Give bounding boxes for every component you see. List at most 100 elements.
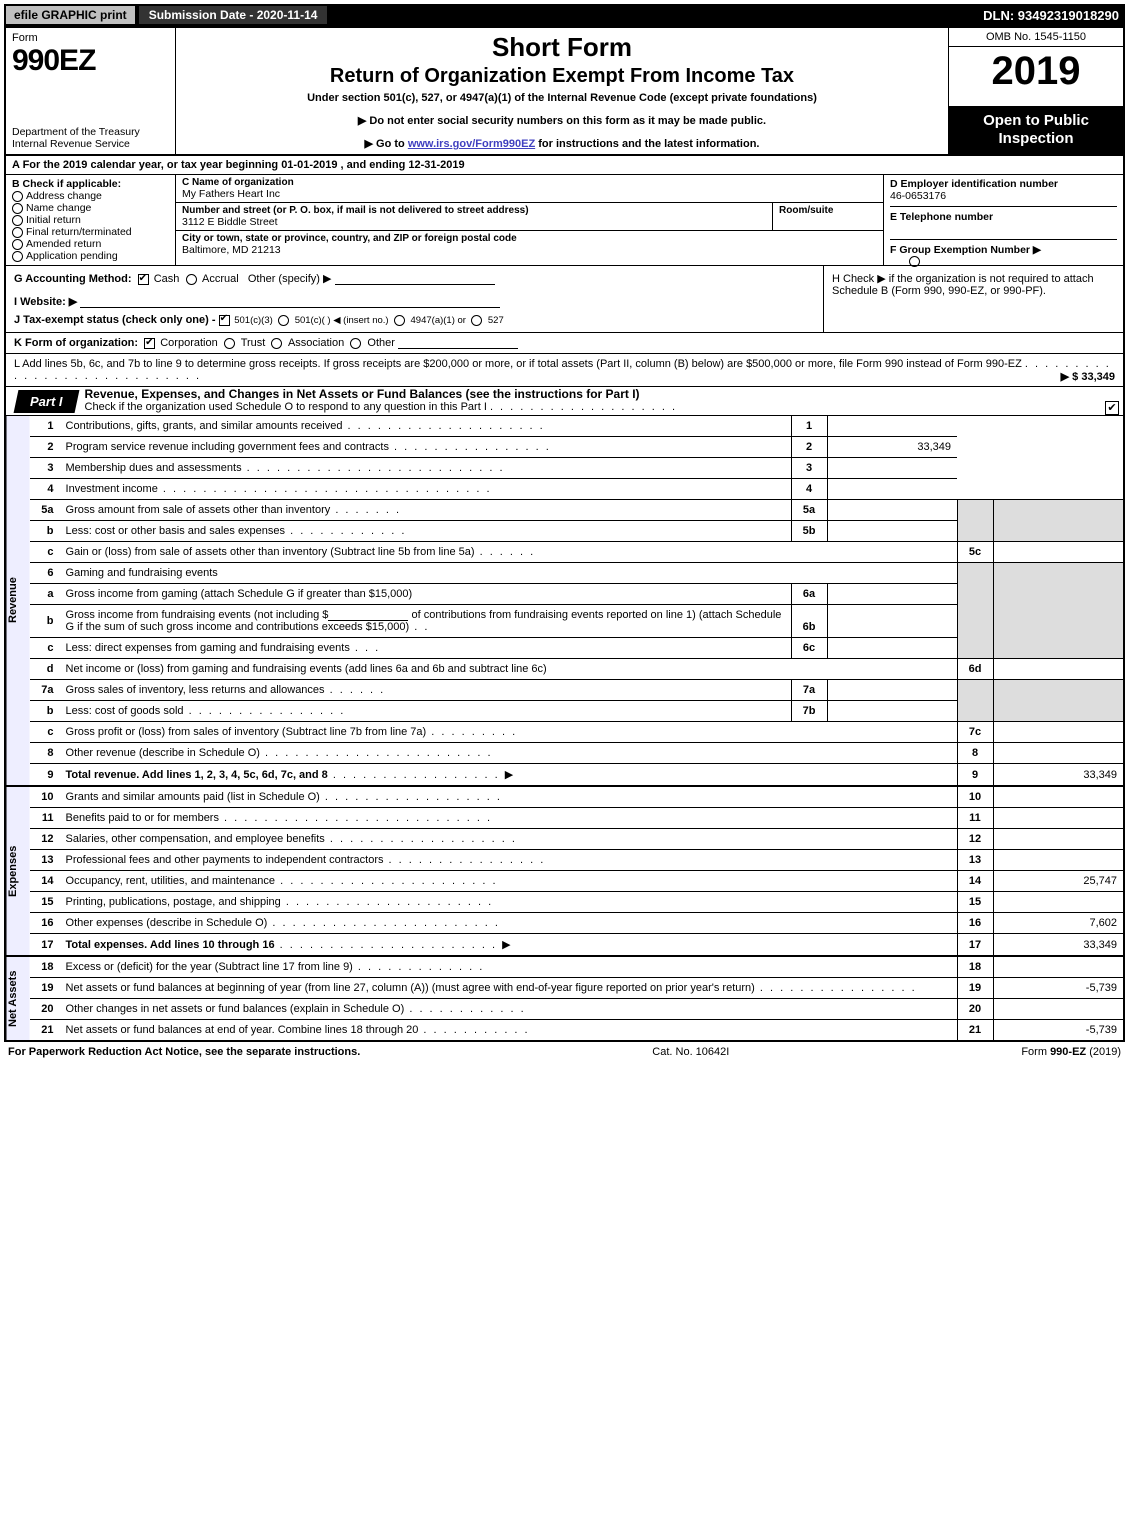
tax-year: 2019 xyxy=(949,47,1123,106)
f-group-label: F Group Exemption Number ▶ xyxy=(890,244,1117,256)
j-527-checkbox[interactable] xyxy=(471,315,482,326)
expenses-side-label: Expenses xyxy=(6,787,30,955)
line-6: 6 Gaming and fundraising events xyxy=(30,563,1123,584)
irs-link[interactable]: www.irs.gov/Form990EZ xyxy=(408,138,535,150)
line-19: 19Net assets or fund balances at beginni… xyxy=(30,978,1123,999)
k-trust-checkbox[interactable] xyxy=(224,338,235,349)
g-cash-checkbox[interactable] xyxy=(138,274,149,285)
line-a: A For the 2019 calendar year, or tax yea… xyxy=(6,156,1123,175)
line-16: 16Other expenses (describe in Schedule O… xyxy=(30,913,1123,934)
line-11: 11Benefits paid to or for members . . . … xyxy=(30,808,1123,829)
ssn-warning: ▶ Do not enter social security numbers o… xyxy=(184,114,940,127)
b-opt-address[interactable]: Address change xyxy=(12,190,169,202)
line-7a: 7a Gross sales of inventory, less return… xyxy=(30,680,1123,701)
dept-label: Department of the Treasury Internal Reve… xyxy=(12,126,169,150)
form-code: 990EZ xyxy=(12,44,169,78)
form-header: Form 990EZ Department of the Treasury In… xyxy=(6,28,1123,156)
open-inspection-box: Open to Public Inspection xyxy=(949,106,1123,154)
form-container: Form 990EZ Department of the Treasury In… xyxy=(4,26,1125,1042)
line-1: 1 Contributions, gifts, grants, and simi… xyxy=(30,416,1123,437)
org-name: My Fathers Heart Inc xyxy=(182,188,877,200)
j-501c-checkbox[interactable] xyxy=(278,315,289,326)
submission-date-label: Submission Date - 2020-11-14 xyxy=(137,4,330,26)
j-4947-checkbox[interactable] xyxy=(394,315,405,326)
line-14: 14Occupancy, rent, utilities, and mainte… xyxy=(30,871,1123,892)
revenue-side-label: Revenue xyxy=(6,416,30,785)
line-20: 20Other changes in net assets or fund ba… xyxy=(30,999,1123,1020)
b-opt-final[interactable]: Final return/terminated xyxy=(12,226,169,238)
footer: For Paperwork Reduction Act Notice, see … xyxy=(4,1042,1125,1058)
line-10: 10Grants and similar amounts paid (list … xyxy=(30,787,1123,808)
j-line: J Tax-exempt status (check only one) - 5… xyxy=(14,314,815,326)
g-accrual-checkbox[interactable] xyxy=(186,274,197,285)
h-line: H Check ▶ if the organization is not req… xyxy=(823,266,1123,332)
short-form-heading: Short Form xyxy=(184,32,940,63)
dln-label: DLN: 93492319018290 xyxy=(977,4,1125,26)
line-6d: d Net income or (loss) from gaming and f… xyxy=(30,659,1123,680)
top-bar: efile GRAPHIC print Submission Date - 20… xyxy=(4,4,1125,26)
part1-title: Revenue, Expenses, and Changes in Net As… xyxy=(85,387,640,401)
b-opt-initial[interactable]: Initial return xyxy=(12,214,169,226)
k-line: K Form of organization: Corporation Trus… xyxy=(6,333,1123,354)
b-opt-name[interactable]: Name change xyxy=(12,202,169,214)
e-tel-label: E Telephone number xyxy=(890,211,1117,223)
section-c: C Name of organization My Fathers Heart … xyxy=(176,175,883,265)
footer-center: Cat. No. 10642I xyxy=(652,1046,729,1058)
line-5a: 5a Gross amount from sale of assets othe… xyxy=(30,500,1123,521)
line-9: 9 Total revenue. Add lines 1, 2, 3, 4, 5… xyxy=(30,764,1123,786)
b-opt-pending[interactable]: Application pending xyxy=(12,250,169,262)
expenses-table: 10Grants and similar amounts paid (list … xyxy=(30,787,1123,955)
line-15: 15Printing, publications, postage, and s… xyxy=(30,892,1123,913)
netassets-table: 18Excess or (deficit) for the year (Subt… xyxy=(30,957,1123,1040)
ghij-block: G Accounting Method: Cash Accrual Other … xyxy=(6,266,1123,333)
street-value: 3112 E Biddle Street xyxy=(182,216,766,228)
note2-post: for instructions and the latest informat… xyxy=(535,138,759,150)
line-21: 21Net assets or fund balances at end of … xyxy=(30,1020,1123,1041)
netassets-side-label: Net Assets xyxy=(6,957,30,1040)
line-18: 18Excess or (deficit) for the year (Subt… xyxy=(30,957,1123,978)
k-other-checkbox[interactable] xyxy=(350,338,361,349)
part1-schedule-o-checkbox[interactable]: ✔ xyxy=(1105,401,1119,415)
section-def: D Employer identification number 46-0653… xyxy=(883,175,1123,265)
footer-left: For Paperwork Reduction Act Notice, see … xyxy=(8,1046,360,1058)
footer-right: Form 990-EZ (2019) xyxy=(1021,1046,1121,1058)
form-word: Form xyxy=(12,32,169,44)
line-3: 3 Membership dues and assessments . . . … xyxy=(30,458,1123,479)
section-b: B Check if applicable: Address change Na… xyxy=(6,175,176,265)
efile-print-button[interactable]: efile GRAPHIC print xyxy=(4,4,137,26)
line-4: 4 Investment income . . . . . . . . . . … xyxy=(30,479,1123,500)
omb-number: OMB No. 1545-1150 xyxy=(949,28,1123,47)
l-line: L Add lines 5b, 6c, and 7b to line 9 to … xyxy=(6,354,1123,387)
instructions-note: ▶ Go to www.irs.gov/Form990EZ for instru… xyxy=(184,137,940,150)
line-5c: c Gain or (loss) from sale of assets oth… xyxy=(30,542,1123,563)
line-17: 17Total expenses. Add lines 10 through 1… xyxy=(30,934,1123,956)
part1-sub: Check if the organization used Schedule … xyxy=(85,401,487,413)
room-label: Room/suite xyxy=(779,205,877,216)
return-subtitle: Under section 501(c), 527, or 4947(a)(1)… xyxy=(184,92,940,104)
return-title: Return of Organization Exempt From Incom… xyxy=(184,65,940,88)
c-name-label: C Name of organization xyxy=(182,177,877,188)
l-amount: ▶ $ 33,349 xyxy=(1061,370,1115,383)
line-12: 12Salaries, other compensation, and empl… xyxy=(30,829,1123,850)
g-line: G Accounting Method: Cash Accrual Other … xyxy=(14,272,815,285)
line-2: 2 Program service revenue including gove… xyxy=(30,437,1123,458)
d-ein-label: D Employer identification number xyxy=(890,178,1117,190)
revenue-table: 1 Contributions, gifts, grants, and simi… xyxy=(30,416,1123,785)
h-checkbox[interactable] xyxy=(909,256,920,267)
line-7c: c Gross profit or (loss) from sales of i… xyxy=(30,722,1123,743)
line-8: 8 Other revenue (describe in Schedule O)… xyxy=(30,743,1123,764)
city-value: Baltimore, MD 21213 xyxy=(182,244,877,256)
line-13: 13Professional fees and other payments t… xyxy=(30,850,1123,871)
k-corp-checkbox[interactable] xyxy=(144,338,155,349)
c-city-label: City or town, state or province, country… xyxy=(182,233,877,244)
b-heading: B Check if applicable: xyxy=(12,178,169,190)
i-line: I Website: ▶ xyxy=(14,295,815,308)
part1-label: Part I xyxy=(30,394,63,409)
b-opt-amended[interactable]: Amended return xyxy=(12,238,169,250)
ein-value: 46-0653176 xyxy=(890,190,1117,202)
k-assoc-checkbox[interactable] xyxy=(271,338,282,349)
part1-header: Part I Revenue, Expenses, and Changes in… xyxy=(6,387,1123,416)
c-street-label: Number and street (or P. O. box, if mail… xyxy=(182,205,766,216)
note2-pre: ▶ Go to xyxy=(365,138,408,150)
j-501c3-checkbox[interactable] xyxy=(219,315,230,326)
